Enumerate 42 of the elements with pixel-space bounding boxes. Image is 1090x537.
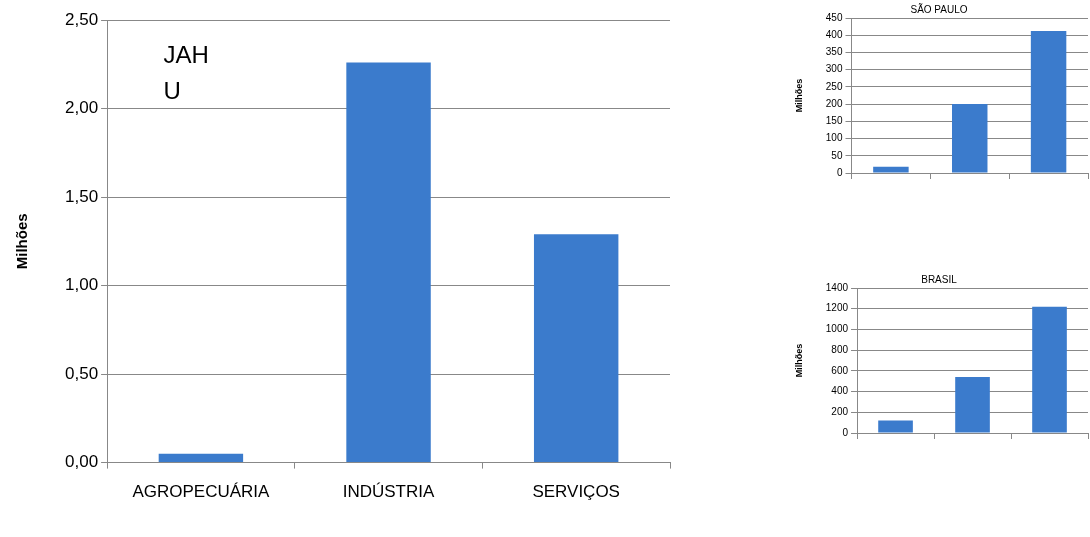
y-tick-label: 300 (825, 63, 843, 75)
y-tick-label: 1200 (825, 302, 849, 314)
y-tick-label: 2,50 (64, 9, 99, 29)
bar (1030, 31, 1067, 173)
bar (158, 453, 244, 463)
x-tick-label: INDÚSTRIA (342, 482, 436, 502)
y-tick-label: 1400 (825, 281, 849, 293)
y-tick-label: 50 (831, 149, 843, 161)
y-tick-label: 400 (825, 28, 843, 40)
y-tick-label: 800 (831, 343, 849, 355)
y-tick-label: 100 (825, 132, 843, 144)
bar (955, 377, 990, 433)
y-axis-title: Milhões (13, 213, 31, 270)
y-tick-label: 150 (825, 115, 843, 127)
y-tick-label: 450 (825, 11, 843, 23)
y-tick-label: 1,50 (64, 186, 99, 206)
y-tick-label: 250 (825, 80, 843, 92)
y-tick-label: 0,00 (64, 452, 99, 472)
y-tick-label: 600 (831, 364, 849, 376)
bar (533, 234, 619, 463)
y-tick-label: 0 (842, 426, 849, 438)
bar (873, 166, 909, 173)
bar (346, 62, 431, 463)
y-tick-label: 400 (831, 385, 849, 397)
y-tick-label: 200 (831, 406, 849, 418)
y-tick-label: 0 (836, 166, 843, 178)
bar (1032, 306, 1067, 433)
y-tick-label: 1000 (825, 323, 849, 335)
y-axis-title: Milhões (793, 78, 804, 113)
y-tick-label: 2,00 (64, 98, 99, 118)
bar (952, 104, 988, 173)
y-tick-label: 200 (825, 97, 843, 109)
x-tick-label: AGROPECUÁRIA (132, 482, 271, 502)
y-tick-label: 0,50 (64, 363, 99, 383)
chart-title: BRASIL (921, 273, 958, 285)
annotation: JAH U (163, 40, 209, 104)
y-axis-title: Milhões (793, 343, 804, 378)
y-tick-label: 350 (825, 46, 843, 58)
x-tick-label: SERVIÇOS (532, 482, 620, 502)
chart-title: SÃO PAULO (910, 2, 968, 15)
bar (878, 420, 913, 433)
y-tick-label: 1,00 (64, 275, 99, 295)
